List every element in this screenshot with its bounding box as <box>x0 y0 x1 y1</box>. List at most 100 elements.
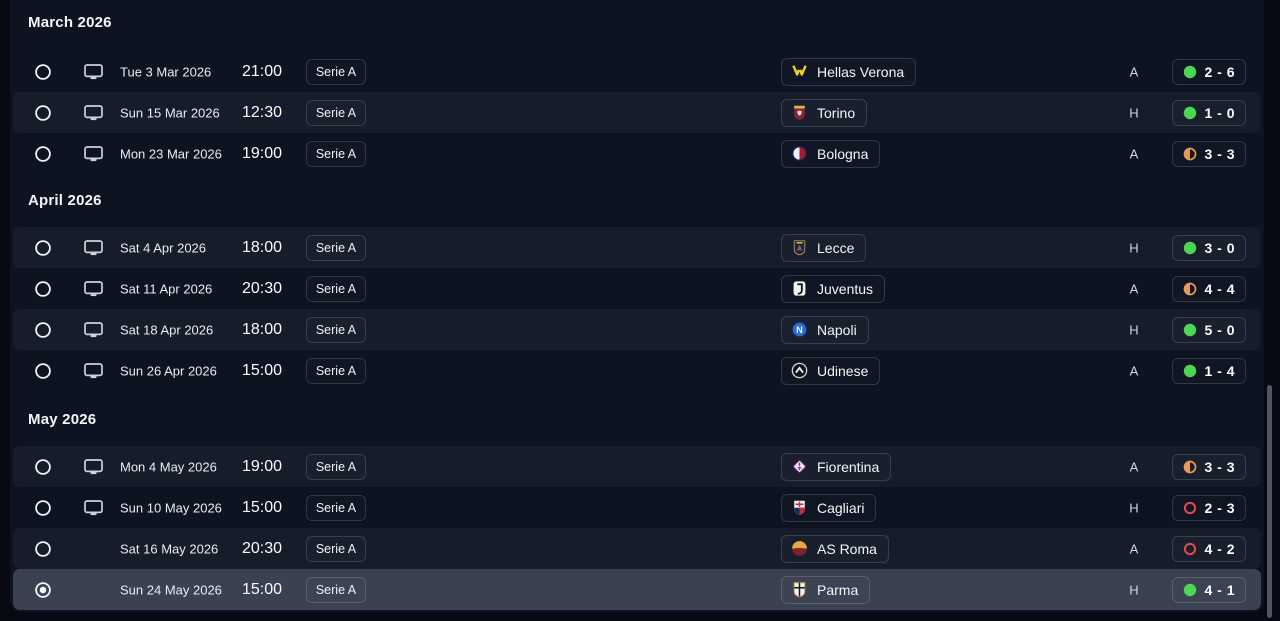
fixture-time: 18:00 <box>242 238 283 256</box>
fixture-radio-button[interactable] <box>34 63 52 81</box>
result-badge[interactable]: 1 - 4 <box>1172 357 1246 384</box>
competition-badge[interactable]: Serie A <box>306 316 366 343</box>
result-badge[interactable]: 4 - 1 <box>1172 576 1246 603</box>
competition-badge[interactable]: Serie A <box>306 275 366 302</box>
competition-label: Serie A <box>315 240 357 255</box>
fixture-radio-button[interactable] <box>34 280 52 298</box>
scrollbar-thumb[interactable] <box>1267 385 1272 618</box>
fixture-radio-button[interactable] <box>34 499 52 517</box>
parma-logo-icon <box>790 580 809 599</box>
competition-label: Serie A <box>315 541 357 556</box>
competition-badge[interactable]: Serie A <box>306 535 366 562</box>
result-badge[interactable]: 1 - 0 <box>1172 99 1246 126</box>
month-title: May 2026 <box>28 411 97 428</box>
fixture-row[interactable]: Sun 15 Mar 2026 12:30 Serie A Torino H 1… <box>10 92 1264 133</box>
fixture-date: Mon 23 Mar 2026 <box>120 146 222 161</box>
opponent-badge[interactable]: Bologna <box>781 139 881 168</box>
competition-badge[interactable]: Serie A <box>306 99 366 126</box>
fixture-date: Tue 3 Mar 2026 <box>120 64 212 79</box>
opponent-badge[interactable]: N Napoli <box>781 315 869 344</box>
fixture-date: Sat 11 Apr 2026 <box>120 281 213 296</box>
fixture-row[interactable]: Sun 10 May 2026 15:00 Serie A Cagliari H… <box>10 487 1264 528</box>
svg-text:N: N <box>796 325 802 335</box>
televised-icon <box>84 321 103 338</box>
fixture-row[interactable]: Mon 4 May 2026 19:00 Serie A Fiorentina … <box>10 446 1264 487</box>
fixture-time: 15:00 <box>242 498 283 516</box>
competition-badge[interactable]: Serie A <box>306 58 366 85</box>
competition-badge[interactable]: Serie A <box>306 357 366 384</box>
televised-icon <box>84 145 103 162</box>
result-badge[interactable]: 2 - 6 <box>1172 58 1246 85</box>
televised-icon <box>84 499 103 516</box>
opponent-badge[interactable]: Udinese <box>781 356 881 385</box>
fixture-radio-button[interactable] <box>34 104 52 122</box>
competition-badge[interactable]: Serie A <box>306 576 366 603</box>
opponent-badge[interactable]: Fiorentina <box>781 452 892 481</box>
result-badge[interactable]: 2 - 3 <box>1172 494 1246 521</box>
competition-badge[interactable]: Serie A <box>306 234 366 261</box>
fixture-date: Sat 16 May 2026 <box>120 541 219 556</box>
result-badge[interactable]: 3 - 3 <box>1172 453 1246 480</box>
win-result-icon <box>1183 583 1197 597</box>
opponent-name: Juventus <box>817 280 874 297</box>
result-badge[interactable]: 5 - 0 <box>1172 316 1246 343</box>
result-badge[interactable]: 4 - 4 <box>1172 275 1246 302</box>
televised-icon <box>84 104 103 121</box>
juventus-logo-icon <box>790 279 809 298</box>
month-title: April 2026 <box>28 192 102 209</box>
televised-icon <box>84 239 103 256</box>
opponent-name: Bologna <box>817 145 869 162</box>
competition-badge[interactable]: Serie A <box>306 494 366 521</box>
opponent-name: Napoli <box>817 321 857 338</box>
fixture-row[interactable]: Sat 11 Apr 2026 20:30 Serie A Juventus A… <box>10 268 1264 309</box>
fixture-radio-button[interactable] <box>34 458 52 476</box>
venue-indicator: A <box>1129 363 1139 378</box>
fixture-date: Sun 26 Apr 2026 <box>120 363 217 378</box>
opponent-badge[interactable]: AS Roma <box>781 534 889 563</box>
competition-badge[interactable]: Serie A <box>306 140 366 167</box>
fixture-row[interactable]: Tue 3 Mar 2026 21:00 Serie A Hellas Vero… <box>10 51 1264 92</box>
result-badge[interactable]: 4 - 2 <box>1172 535 1246 562</box>
result-badge[interactable]: 3 - 0 <box>1172 234 1246 261</box>
televised-icon <box>84 582 103 598</box>
draw-result-icon <box>1183 282 1197 296</box>
score: 2 - 3 <box>1204 499 1235 516</box>
fixture-radio-button[interactable] <box>34 145 52 163</box>
competition-badge[interactable]: Serie A <box>306 453 366 480</box>
fixture-row[interactable]: Sun 26 Apr 2026 15:00 Serie A Udinese A … <box>10 350 1264 391</box>
hellas-verona-logo-icon <box>790 62 809 81</box>
fixture-row[interactable]: Sat 18 Apr 2026 18:00 Serie A N Napoli H… <box>10 309 1264 350</box>
loss-result-icon <box>1183 501 1197 515</box>
fixture-radio-button[interactable] <box>34 581 52 599</box>
venue-indicator: A <box>1129 64 1139 79</box>
opponent-badge[interactable]: Parma <box>781 575 871 604</box>
fixture-row[interactable]: Mon 23 Mar 2026 19:00 Serie A Bologna A … <box>10 133 1264 174</box>
opponent-badge[interactable]: Juventus <box>781 274 886 303</box>
fixture-row[interactable]: Sat 4 Apr 2026 18:00 Serie A Lecce H 3 -… <box>10 227 1264 268</box>
competition-label: Serie A <box>315 281 357 296</box>
draw-result-icon <box>1183 147 1197 161</box>
opponent-badge[interactable]: Cagliari <box>781 493 877 522</box>
fiorentina-logo-icon <box>790 457 809 476</box>
udinese-logo-icon <box>790 361 809 380</box>
lecce-logo-icon <box>790 238 809 257</box>
fixture-radio-button[interactable] <box>34 321 52 339</box>
fixture-row[interactable]: Sat 16 May 2026 20:30 Serie A AS Roma A … <box>10 528 1264 569</box>
draw-result-icon <box>1183 460 1197 474</box>
opponent-badge[interactable]: Hellas Verona <box>781 57 917 86</box>
result-badge[interactable]: 3 - 3 <box>1172 140 1246 167</box>
score: 2 - 6 <box>1204 63 1235 80</box>
venue-indicator: H <box>1129 500 1139 515</box>
opponent-badge[interactable]: Lecce <box>781 233 867 262</box>
loss-result-icon <box>1183 542 1197 556</box>
fixture-radio-button[interactable] <box>34 362 52 380</box>
score: 1 - 4 <box>1204 362 1235 379</box>
fixture-radio-button[interactable] <box>34 540 52 558</box>
fixture-time: 20:30 <box>242 279 283 297</box>
fixture-time: 19:00 <box>242 457 283 475</box>
fixture-radio-button[interactable] <box>34 239 52 257</box>
win-result-icon <box>1183 323 1197 337</box>
competition-label: Serie A <box>315 105 357 120</box>
fixture-row[interactable]: Sun 24 May 2026 15:00 Serie A Parma H 4 … <box>10 569 1264 610</box>
opponent-badge[interactable]: Torino <box>781 98 868 127</box>
